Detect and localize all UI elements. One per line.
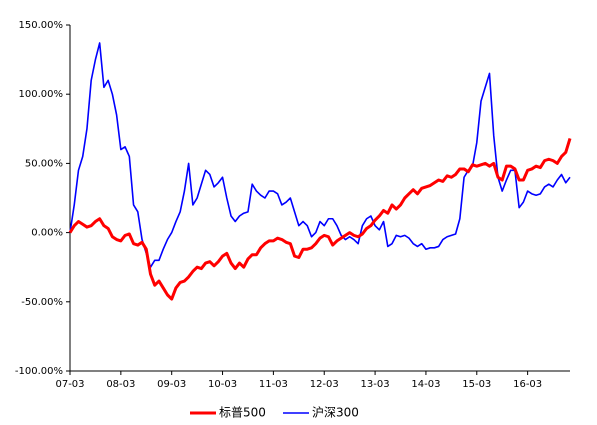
x-tick-label: 07-03	[55, 379, 84, 390]
x-tick-label: 11-03	[259, 379, 288, 390]
x-tick-label: 14-03	[411, 379, 440, 390]
y-tick-label: -50.00%	[21, 297, 63, 308]
x-tick-label: 08-03	[106, 379, 135, 390]
legend-label: 标普500	[219, 406, 266, 420]
y-tick-label: 0.00%	[31, 228, 63, 239]
y-tick-label: 50.00%	[25, 158, 63, 169]
series-line	[69, 42, 571, 268]
x-tick-label: 15-03	[462, 379, 491, 390]
y-tick-label: -100.00%	[15, 366, 63, 377]
x-tick-label: 09-03	[157, 379, 186, 390]
y-tick-label: 150.00%	[19, 20, 64, 31]
y-tick-label: 100.00%	[19, 89, 64, 100]
series-line	[68, 138, 572, 301]
x-tick-label: 16-03	[513, 379, 542, 390]
x-tick-label: 12-03	[310, 379, 339, 390]
x-tick-label: 13-03	[361, 379, 390, 390]
x-tick-label: 10-03	[208, 379, 237, 390]
legend-label: 沪深300	[312, 406, 359, 420]
